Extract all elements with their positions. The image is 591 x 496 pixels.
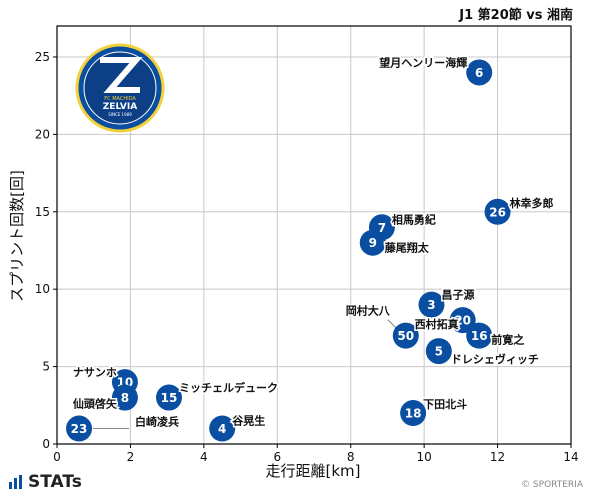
player-number: 7 [378,221,386,235]
player-number: 20 [454,314,471,328]
x-tick-label: 2 [127,450,135,464]
player-name-label: 岡村大八 [346,304,391,318]
x-tick-label: 14 [563,450,578,464]
y-tick-label: 10 [35,282,50,296]
axes: 0 2 4 6 8 10 12 14 0 5 10 15 20 25 [35,25,579,464]
player-point [155,384,182,411]
player-point [359,229,386,256]
player-number: 15 [161,391,178,405]
player-number: 50 [397,329,414,343]
x-tick-label: 6 [273,450,281,464]
x-tick-label: 0 [53,450,61,464]
x-tick-label: 8 [347,450,355,464]
player-point [66,415,93,442]
logo-z-mark [100,57,143,93]
player-name-label: 仙頭啓矢 [73,397,118,411]
player-number: 16 [471,329,488,343]
player-point [466,59,493,86]
y-tick-label: 15 [35,205,50,219]
y-tick-label: 5 [42,360,50,374]
player-point [449,307,476,334]
player-number: 9 [369,236,377,250]
player-name-label: 望月ヘンリー海輝 [379,55,467,69]
x-axis-label: 走行距離[km] [265,462,360,480]
player-number: 6 [475,66,483,80]
player-point [392,322,419,349]
copyright-credit: © SPORTERIA [521,480,583,490]
y-tick-label: 20 [35,127,50,141]
brand-label: STATs [28,472,82,492]
player-name-label: 前寛之 [491,333,524,347]
player-point [209,415,236,442]
player-name-label: 白崎凌兵 [135,415,179,429]
player-point [400,400,427,427]
player-point [418,291,445,318]
player-point [425,338,452,365]
player-point [111,384,138,411]
plot-frame [56,25,572,445]
player-number: 23 [71,422,88,436]
player-name-label: ミッチェルデューク [179,381,278,395]
player-number: 8 [121,391,129,405]
player-name-label: 谷晃生 [232,414,265,428]
player-number: 18 [405,407,422,421]
player-number: 5 [435,345,443,359]
x-tick-label: 4 [200,450,208,464]
logo-text-bottom: SINCE 1989 [108,112,132,117]
chart-title: J1 第20節 vs 湘南 [459,8,573,23]
player-number: 4 [218,422,226,436]
y-tick-label: 0 [42,437,50,451]
label-leader-lines [93,319,399,430]
player-name-label: 相馬勇紀 [392,212,436,226]
stats-brand: STATs [8,472,82,492]
y-tick-label: 25 [35,50,50,64]
player-number: 26 [489,205,506,219]
player-point [484,198,511,225]
player-name-label: ナサンホ [73,366,117,379]
player-name-label: 藤尾翔太 [385,241,430,255]
logo-text-top: FC MACHIDA [104,96,136,102]
player-number: 3 [427,298,435,312]
player-name-label: 下田北斗 [423,397,467,411]
player-name-label: 林幸多郎 [510,196,554,210]
player-point [466,322,493,349]
player-name-label: ドレシェヴィッチ [451,352,539,366]
bar-chart-icon [9,475,22,489]
x-tick-label: 12 [490,450,505,464]
player-name-label: 西村拓真 [415,317,459,331]
y-axis-label: スプリント回数[回] [8,170,26,302]
x-tick-label: 10 [417,450,432,464]
player-name-label: 昌子源 [441,288,474,302]
grid-lines [56,26,572,445]
logo-text-main: ZELVIA [103,102,137,112]
